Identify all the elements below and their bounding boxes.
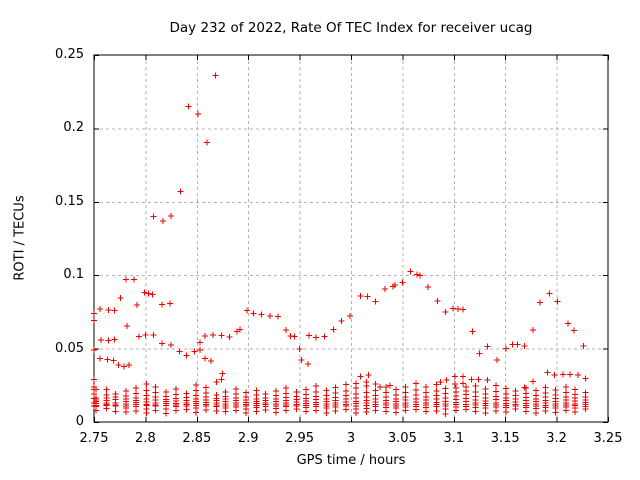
x-tick-label: 2.8 (135, 431, 156, 446)
x-tick-label: 2.95 (285, 431, 315, 446)
x-tick-label: 3.25 (593, 431, 623, 446)
y-tick-label: 0.1 (63, 267, 84, 283)
y-tick-label: 0.15 (55, 193, 84, 209)
axis-ticks (94, 55, 609, 423)
y-tick-label: 0.2 (63, 120, 84, 136)
grid-lines (94, 55, 608, 422)
x-tick-label: 3.05 (387, 431, 417, 446)
x-tick-label: 3.1 (443, 431, 465, 446)
y-tick-label: 0 (75, 414, 84, 429)
y-tick-label: 0.25 (55, 47, 84, 62)
x-tick-label: 3.2 (546, 431, 567, 446)
x-tick-label: 2.75 (79, 431, 109, 446)
x-axis-label: GPS time / hours (296, 453, 406, 468)
x-tick-label: 3 (346, 431, 356, 446)
x-tick-label: 2.85 (182, 431, 212, 446)
chart-title: Day 232 of 2022, Rate Of TEC Index for r… (169, 20, 533, 36)
y-tick-label: 0.05 (55, 340, 84, 356)
data-points (91, 72, 589, 417)
x-tick-label: 3.15 (490, 431, 520, 446)
x-tick-label: 2.9 (237, 431, 259, 446)
